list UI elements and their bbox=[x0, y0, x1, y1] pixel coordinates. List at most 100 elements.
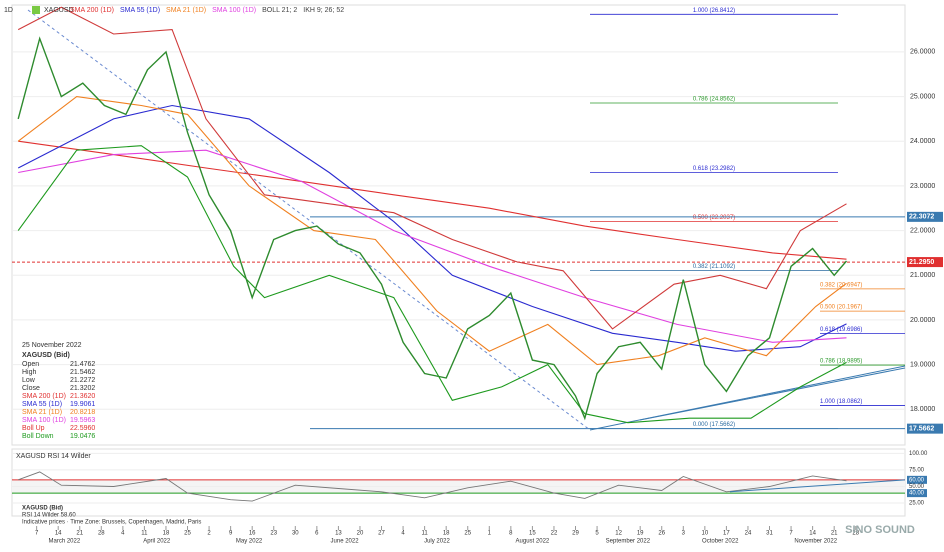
info-value: 19.9061 bbox=[70, 401, 95, 408]
x-tick-label: 12 bbox=[615, 531, 622, 537]
x-tick-label: 6 bbox=[315, 531, 319, 537]
x-tick-label: 17 bbox=[723, 531, 730, 537]
trend-line bbox=[27, 9, 591, 431]
y-tick-label: 100.00 bbox=[909, 451, 928, 457]
level-tag bbox=[907, 423, 943, 434]
fib-label: 0.000 (17.5662) bbox=[693, 422, 735, 428]
info-key: Open bbox=[22, 361, 39, 368]
series-line bbox=[18, 471, 847, 502]
y-tick-label: 18.0000 bbox=[910, 406, 935, 413]
symbol-icon bbox=[32, 6, 40, 14]
info-key: SMA 200 (1D) bbox=[22, 393, 66, 400]
info-value: 19.5963 bbox=[70, 417, 95, 424]
fib-label: 0.500 (22.2037) bbox=[693, 215, 735, 221]
indicator-label: SMA 55 (1D) bbox=[120, 7, 160, 14]
info-key: High bbox=[22, 369, 37, 376]
fib-label: 0.618 (19.6986) bbox=[820, 327, 862, 333]
fib-label: 0.786 (24.8562) bbox=[693, 97, 735, 103]
tick-tag bbox=[907, 475, 927, 484]
series-line bbox=[17, 145, 847, 424]
month-label: June 2022 bbox=[331, 539, 360, 545]
y-tick-label: 24.0000 bbox=[910, 138, 935, 145]
series-line bbox=[17, 36, 848, 421]
info-key: SMA 100 (1D) bbox=[22, 417, 66, 424]
rsi-footer: XAGUSD (Bid) bbox=[22, 506, 63, 512]
info-key: Low bbox=[22, 377, 36, 384]
x-tick-label: 29 bbox=[572, 531, 579, 537]
y-tick-label: 26.0000 bbox=[910, 49, 935, 56]
info-key: Close bbox=[22, 385, 40, 392]
x-tick-label: 11 bbox=[422, 531, 429, 537]
x-tick-label: 1 bbox=[488, 531, 492, 537]
month-label: July 2022 bbox=[424, 539, 450, 545]
indicator-label: IKH 9; 26; 52 bbox=[303, 7, 344, 14]
x-tick-label: 2 bbox=[207, 531, 211, 537]
info-key: Boll Up bbox=[22, 425, 45, 432]
info-value: 19.0476 bbox=[70, 433, 95, 440]
x-tick-label: 21 bbox=[76, 531, 83, 537]
rsi-title: XAGUSD RSI 14 Wilder bbox=[16, 453, 91, 460]
month-label: November 2022 bbox=[794, 539, 837, 545]
y-tick-label: 25.0000 bbox=[910, 93, 935, 100]
info-value: 21.4762 bbox=[70, 361, 95, 368]
series-line bbox=[18, 140, 847, 260]
x-tick-label: 7 bbox=[789, 531, 793, 537]
trend-line bbox=[639, 367, 906, 421]
x-tick-label: 9 bbox=[229, 531, 233, 537]
info-instrument: XAGUSD (Bid) bbox=[22, 352, 70, 359]
y-tick-label: 60.00 bbox=[909, 477, 925, 483]
x-tick-label: 21 bbox=[831, 531, 838, 537]
fib-label: 0.382 (20.6947) bbox=[820, 282, 862, 288]
indicator-label: SMA 21 (1D) bbox=[166, 7, 206, 14]
info-value: 22.5960 bbox=[70, 425, 95, 432]
x-tick-label: 11 bbox=[141, 531, 148, 537]
x-tick-label: 8 bbox=[509, 531, 513, 537]
trend-line bbox=[729, 479, 906, 493]
fib-label: 1.000 (18.0862) bbox=[820, 399, 862, 405]
indicator-label: BOLL 21; 2 bbox=[262, 7, 297, 14]
x-tick-label: 24 bbox=[745, 531, 752, 537]
x-tick-label: 3 bbox=[682, 531, 686, 537]
x-tick-label: 27 bbox=[378, 531, 385, 537]
indicator-label: SMA 200 (1D) bbox=[70, 7, 114, 14]
x-tick-label: 4 bbox=[121, 531, 125, 537]
x-tick-label: 18 bbox=[443, 531, 450, 537]
y-tick-label: 21.0000 bbox=[910, 272, 935, 279]
y-tick-label: 23.0000 bbox=[910, 183, 935, 190]
info-value: 21.3202 bbox=[70, 385, 95, 392]
series-line bbox=[18, 149, 847, 343]
level-label: 21.2950 bbox=[909, 259, 934, 266]
x-tick-label: 19 bbox=[637, 531, 644, 537]
rsi-footer: RSI 14 Wilder 58.60 bbox=[22, 513, 76, 519]
level-label: 17.5662 bbox=[909, 425, 934, 432]
fib-label: 1.000 (26.8412) bbox=[693, 8, 735, 14]
x-tick-label: 31 bbox=[766, 531, 773, 537]
month-label: March 2022 bbox=[49, 539, 81, 545]
timeframe: 1D bbox=[4, 7, 13, 14]
x-tick-label: 28 bbox=[98, 531, 105, 537]
month-label: May 2022 bbox=[236, 539, 263, 545]
symbol: XAGUSD bbox=[44, 7, 74, 14]
series-line bbox=[17, 104, 847, 352]
x-tick-label: 5 bbox=[595, 531, 599, 537]
x-tick-label: 10 bbox=[702, 531, 709, 537]
x-tick-label: 15 bbox=[529, 531, 536, 537]
info-key: Boll Down bbox=[22, 433, 54, 440]
month-label: August 2022 bbox=[516, 539, 550, 545]
month-label: September 2022 bbox=[606, 539, 651, 545]
info-key: SMA 55 (1D) bbox=[22, 401, 62, 408]
x-tick-label: 13 bbox=[335, 531, 342, 537]
y-tick-label: 40.00 bbox=[909, 491, 925, 497]
x-tick-label: 4 bbox=[401, 531, 405, 537]
y-tick-label: 50.00 bbox=[909, 484, 925, 490]
fib-label: 0.618 (23.2982) bbox=[693, 166, 735, 172]
fib-label: 0.786 (18.9895) bbox=[820, 359, 862, 365]
info-value: 21.5462 bbox=[70, 369, 95, 376]
plot-border bbox=[11, 4, 906, 446]
x-tick-label: 14 bbox=[55, 531, 62, 537]
x-tick-label: 25 bbox=[464, 531, 471, 537]
month-label: April 2022 bbox=[143, 539, 171, 545]
info-date: 25 November 2022 bbox=[22, 342, 82, 349]
y-tick-label: 25.00 bbox=[909, 501, 925, 507]
